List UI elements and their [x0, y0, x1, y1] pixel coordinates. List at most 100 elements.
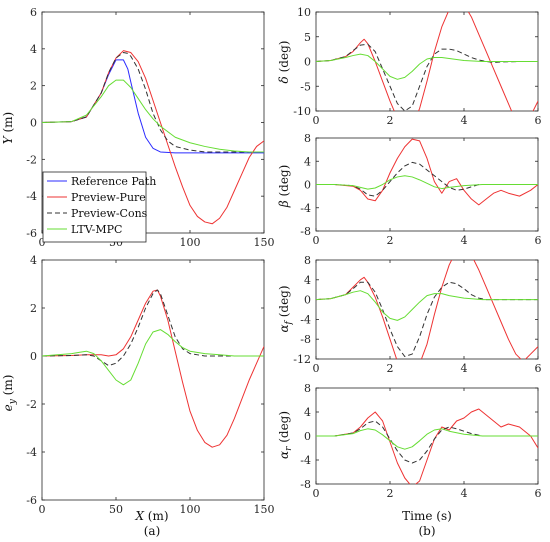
series-group-ey	[42, 289, 264, 448]
panel-alpha-f: αf (deg) 0 2 4 6 -12 -8 -4 0 4 8	[277, 254, 542, 375]
legend-item-preview-pure: Preview-Pure	[47, 191, 146, 204]
xtick-label: 6	[535, 362, 542, 375]
xtick-label: 4	[461, 487, 468, 500]
ytick-label: -2	[26, 153, 37, 166]
ytick-label: -10	[293, 105, 311, 118]
legend-box	[42, 171, 147, 243]
ytick-label: 0	[30, 350, 37, 363]
legend-label-preview-pure: Preview-Pure	[71, 191, 146, 204]
ytick-label: -4	[26, 446, 37, 459]
xtick-label: 0	[313, 234, 320, 247]
ytick-label: 8	[304, 254, 311, 267]
series-line-ltv-mpc	[316, 428, 538, 450]
xtick-label: 0	[39, 236, 46, 249]
ytick-label: -4	[300, 202, 311, 215]
ytick-label: -12	[293, 353, 311, 366]
ytick-label: -8	[300, 225, 311, 238]
series-line-ltv-mpc	[316, 53, 538, 80]
xtick-label: 4	[461, 114, 468, 127]
xtick-label: 100	[180, 503, 201, 516]
xtick-label: 0	[313, 487, 320, 500]
series-group-beta	[316, 138, 538, 206]
ytick-label: -6	[26, 494, 37, 507]
ytick-label: 10	[297, 6, 311, 19]
ytick-label: -4	[26, 190, 37, 203]
ytick-label: -4	[300, 454, 311, 467]
series-group-alphaf	[316, 260, 538, 359]
ytick-label: -5	[300, 80, 311, 93]
series-line-ltv-mpc	[42, 329, 264, 386]
panel-alpha-r: αr (deg) Time (s) 0 2 4 6 -8 -4 0 4 8	[277, 382, 542, 523]
legend-label-preview-cons: Preview-Cons	[71, 207, 148, 220]
series-line-ltv-mpc	[316, 290, 538, 321]
series-line-preview-pure	[316, 138, 538, 206]
ytick-label: 2	[30, 302, 37, 315]
series-group-alphar	[316, 408, 538, 484]
series-line-preview-pure	[42, 289, 264, 448]
xtick-label: 4	[461, 362, 468, 375]
xtick-label: 2	[387, 362, 394, 375]
legend-item-reference-path: Reference Path	[47, 175, 156, 188]
series-line-preview-cons	[316, 43, 538, 111]
ytick-label: 4	[30, 254, 37, 267]
ytick-label: -6	[26, 227, 37, 240]
panel-delta: δ (deg) 0 2 4 6 -10 -5 0 5 10	[277, 6, 542, 127]
series-group-Y	[42, 50, 264, 225]
xtick-label: 2	[387, 234, 394, 247]
series-line-preview-cons	[316, 281, 538, 358]
xtick-label: 0	[313, 114, 320, 127]
series-line-preview-cons	[42, 52, 264, 153]
legend-item-ltv-mpc: LTV-MPC	[47, 223, 122, 236]
ytick-label: 0	[304, 294, 311, 307]
panel-ey-vs-x: ey (m) X (m) 0 50 100 150 -6 -4 -2 0 2 4	[1, 254, 275, 523]
xlabel-X: X (m)	[134, 509, 168, 523]
ytick-label: -4	[300, 313, 311, 326]
ytick-label: 4	[30, 43, 37, 56]
plot-area-ey	[41, 259, 265, 501]
ylabel-alpha-f: αf (deg)	[277, 285, 294, 332]
ylabel-delta: δ (deg)	[277, 41, 291, 84]
ylabel-beta: β (deg)	[277, 165, 291, 209]
caption-a: (a)	[144, 524, 161, 538]
ytick-label: 5	[304, 31, 311, 44]
xtick-label: 6	[535, 487, 542, 500]
ytick-label: 8	[304, 382, 311, 395]
legend-label-ltv-mpc: LTV-MPC	[71, 223, 122, 236]
ytick-label: 0	[304, 430, 311, 443]
series-line-preview-pure	[316, 260, 538, 359]
xlabel-time: Time (s)	[402, 509, 452, 523]
ytick-label: 4	[304, 274, 311, 287]
xtick-label: 0	[39, 503, 46, 516]
ytick-label: -8	[300, 478, 311, 491]
panel-beta: β (deg) 0 2 4 6 -8 -4 0 4 8	[277, 132, 542, 247]
xtick-label: 100	[180, 236, 201, 249]
xtick-label: 50	[109, 503, 123, 516]
ytick-label: 8	[304, 132, 311, 145]
ytick-label: 0	[304, 179, 311, 192]
legend-label-reference-path: Reference Path	[71, 175, 156, 188]
ytick-label: -2	[26, 398, 37, 411]
ytick-label: 4	[304, 155, 311, 168]
xtick-label: 6	[535, 234, 542, 247]
series-line-ltv-mpc	[42, 79, 264, 153]
series-line-preview-pure	[316, 12, 538, 111]
xtick-label: 6	[535, 114, 542, 127]
ytick-label: 4	[304, 406, 311, 419]
ytick-label: 6	[30, 6, 37, 19]
xtick-label: 2	[387, 114, 394, 127]
ytick-label: 0	[30, 117, 37, 130]
caption-b: (b)	[418, 524, 435, 538]
ytick-label: 2	[30, 80, 37, 93]
xtick-label: 4	[461, 234, 468, 247]
xtick-label: 150	[254, 503, 275, 516]
legend: Reference Path Preview-Pure Preview-Cons…	[42, 171, 156, 243]
xtick-label: 0	[313, 362, 320, 375]
series-line-ltv-mpc	[316, 175, 538, 190]
ylabel-Y: Y (m)	[1, 112, 15, 144]
series-group-delta	[316, 12, 538, 111]
series-line-preview-cons	[316, 420, 538, 464]
xtick-label: 2	[387, 487, 394, 500]
ytick-label: 0	[304, 56, 311, 69]
